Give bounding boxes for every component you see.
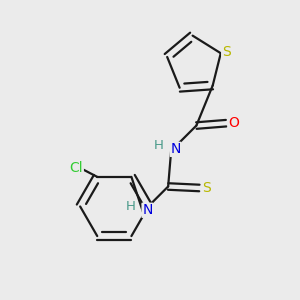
Text: N: N <box>170 142 181 156</box>
Text: S: S <box>222 45 230 59</box>
Text: H: H <box>125 200 135 213</box>
Text: N: N <box>142 203 152 217</box>
Text: S: S <box>202 181 211 195</box>
Text: Cl: Cl <box>70 161 83 175</box>
Text: O: O <box>228 116 239 130</box>
Text: H: H <box>154 139 164 152</box>
